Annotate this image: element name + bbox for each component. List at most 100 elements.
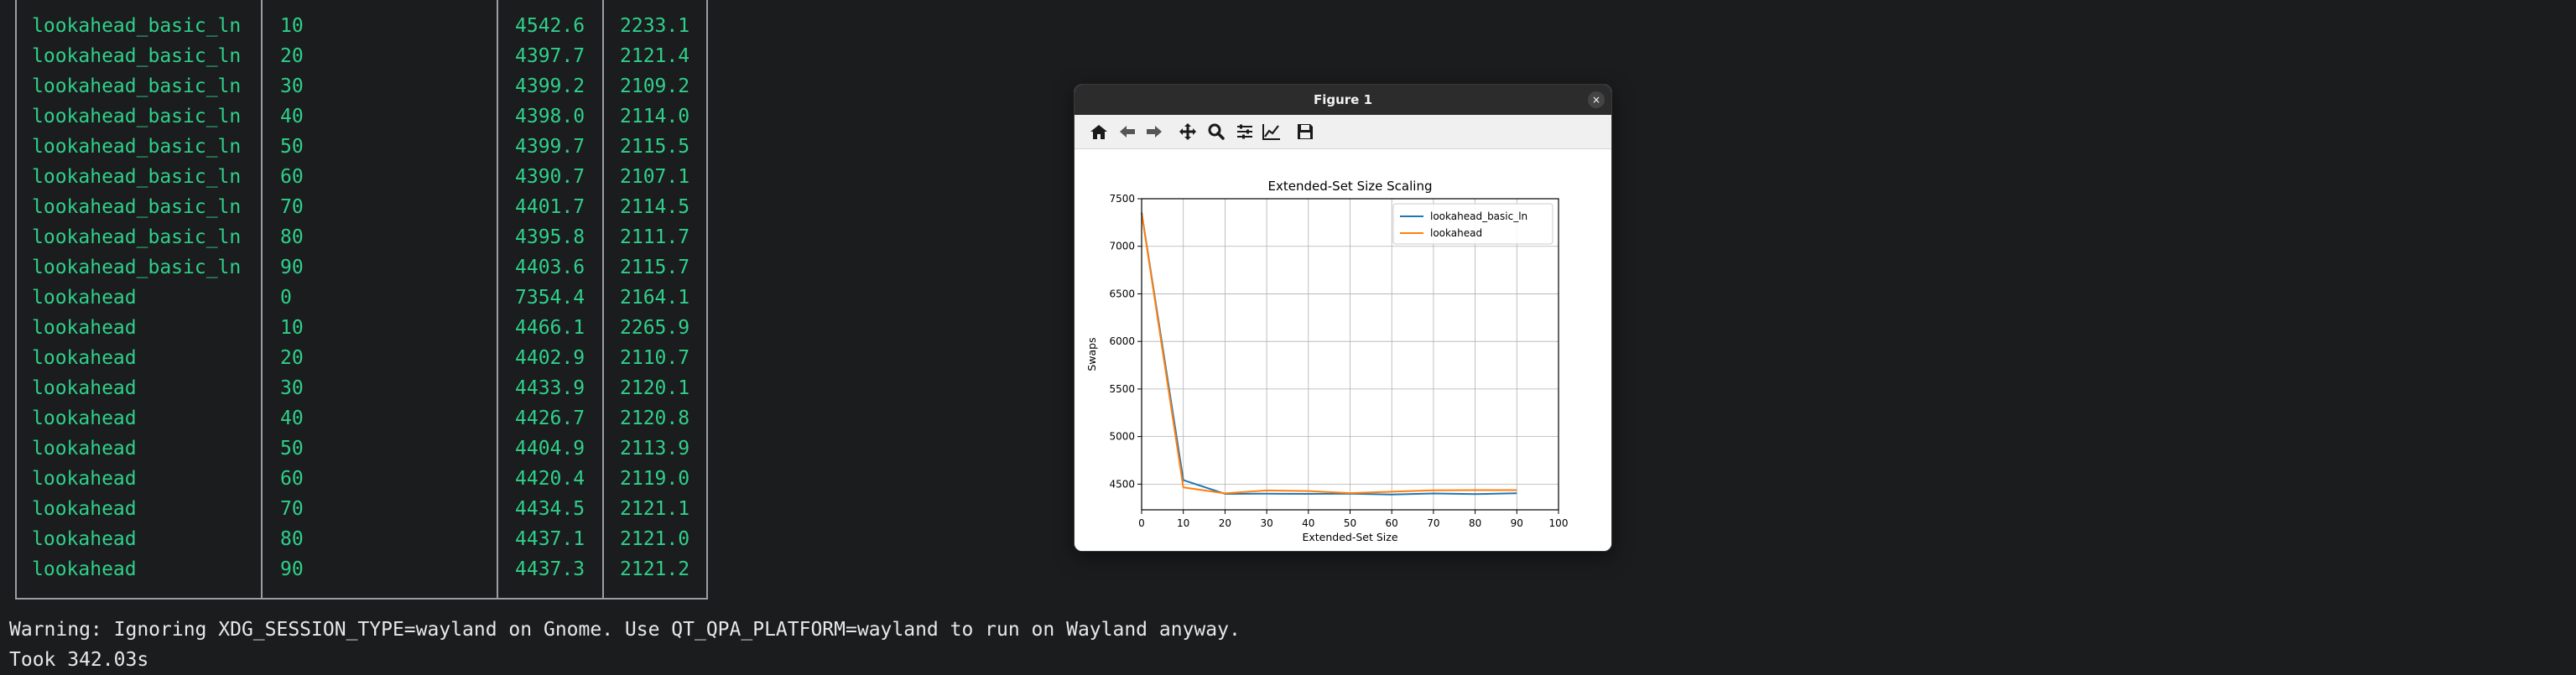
table-row: lookahead 50 4404.9 2113.9 xyxy=(0,434,730,464)
row-extended-set-size: 60 xyxy=(280,166,304,188)
forward-arrow-icon[interactable] xyxy=(1143,122,1165,142)
legend-label-lookahead_basic_ln: lookahead_basic_ln xyxy=(1430,210,1527,222)
row-depth: 2265.9 xyxy=(620,317,690,339)
row-swaps: 7354.4 xyxy=(515,287,585,309)
table-border-bottom xyxy=(15,598,708,600)
row-depth: 2164.1 xyxy=(620,287,690,309)
row-algorithm: lookahead_basic_ln xyxy=(32,106,242,127)
configure-subplots-icon[interactable] xyxy=(1234,122,1256,142)
back-arrow-icon[interactable] xyxy=(1116,122,1138,142)
table-row: lookahead 30 4433.9 2120.1 xyxy=(0,373,730,403)
row-extended-set-size: 30 xyxy=(280,377,304,399)
row-algorithm: lookahead xyxy=(32,498,137,520)
row-depth: 2115.5 xyxy=(620,136,690,158)
edit-axis-icon[interactable] xyxy=(1261,122,1283,142)
zoom-icon[interactable] xyxy=(1205,122,1227,142)
row-algorithm: lookahead xyxy=(32,408,137,429)
row-algorithm: lookahead_basic_ln xyxy=(32,226,242,248)
table-row: lookahead_basic_ln 40 4398.0 2114.0 xyxy=(0,101,730,132)
row-algorithm: lookahead_basic_ln xyxy=(32,257,242,278)
x-tick-label: 30 xyxy=(1260,517,1272,529)
row-extended-set-size: 80 xyxy=(280,528,304,550)
x-tick-label: 40 xyxy=(1302,517,1314,529)
table-border-left xyxy=(15,0,17,600)
row-swaps: 4399.7 xyxy=(515,136,585,158)
x-tick-label: 0 xyxy=(1138,517,1145,529)
row-extended-set-size: 20 xyxy=(280,347,304,369)
row-extended-set-size: 90 xyxy=(280,257,304,278)
y-tick-label: 6500 xyxy=(1109,288,1135,299)
figure-toolbar xyxy=(1075,115,1611,149)
row-extended-set-size: 10 xyxy=(280,317,304,339)
row-algorithm: lookahead xyxy=(32,317,137,339)
x-tick-label: 100 xyxy=(1549,517,1569,529)
row-extended-set-size: 70 xyxy=(280,196,304,218)
table-row: lookahead 60 4420.4 2119.0 xyxy=(0,464,730,494)
x-tick-label: 60 xyxy=(1386,517,1398,529)
y-tick-label: 6000 xyxy=(1109,335,1135,347)
row-swaps: 4397.7 xyxy=(515,45,585,67)
y-axis-label: Swaps xyxy=(1085,337,1098,371)
table-row: lookahead 80 4437.1 2121.0 xyxy=(0,524,730,554)
close-button[interactable]: × xyxy=(1588,91,1605,108)
terminal-output-table: lookahead_basic_ln 10 4542.6 2233.1 lookahea… xyxy=(0,0,730,600)
y-tick-label: 5500 xyxy=(1109,383,1135,395)
row-extended-set-size: 70 xyxy=(280,498,304,520)
row-swaps: 4542.6 xyxy=(515,15,585,37)
row-swaps: 4402.9 xyxy=(515,347,585,369)
row-depth: 2121.0 xyxy=(620,528,690,550)
row-depth: 2121.1 xyxy=(620,498,690,520)
figure-window: Figure 1 × 0 10 20 30 40 50 60 70 80 90 100 4500 500… xyxy=(1075,85,1611,551)
home-icon[interactable] xyxy=(1088,122,1110,142)
row-algorithm: lookahead xyxy=(32,558,137,580)
row-algorithm: lookahead xyxy=(32,438,137,460)
window-title: Figure 1 xyxy=(1313,92,1373,107)
table-row: lookahead 90 4437.3 2121.2 xyxy=(0,554,730,584)
table-row: lookahead 40 4426.7 2120.8 xyxy=(0,403,730,434)
row-swaps: 4404.9 xyxy=(515,438,585,460)
series-line-lookahead_basic_ln xyxy=(1141,212,1517,496)
chart-title: Extended-Set Size Scaling xyxy=(1268,179,1433,194)
table-row: lookahead_basic_ln 30 4399.2 2109.2 xyxy=(0,71,730,101)
table-divider-3 xyxy=(602,0,604,600)
row-swaps: 4395.8 xyxy=(515,226,585,248)
window-titlebar[interactable]: Figure 1 × xyxy=(1075,85,1611,115)
row-extended-set-size: 20 xyxy=(280,45,304,67)
row-extended-set-size: 40 xyxy=(280,408,304,429)
row-swaps: 4434.5 xyxy=(515,498,585,520)
row-extended-set-size: 80 xyxy=(280,226,304,248)
table-row: lookahead_basic_ln 80 4395.8 2111.7 xyxy=(0,222,730,252)
table-row: lookahead_basic_ln 90 4403.6 2115.7 xyxy=(0,252,730,283)
row-swaps: 4437.3 xyxy=(515,558,585,580)
row-depth: 2119.0 xyxy=(620,468,690,490)
x-axis-label: Extended-Set Size xyxy=(1302,531,1397,543)
legend-box xyxy=(1392,203,1553,245)
row-extended-set-size: 90 xyxy=(280,558,304,580)
row-algorithm: lookahead xyxy=(32,377,137,399)
x-tick-label: 20 xyxy=(1219,517,1231,529)
row-swaps: 4398.0 xyxy=(515,106,585,127)
x-tick-label: 70 xyxy=(1427,517,1439,529)
x-tick-label: 10 xyxy=(1177,517,1189,529)
row-extended-set-size: 60 xyxy=(280,468,304,490)
row-algorithm: lookahead xyxy=(32,528,137,550)
row-depth: 2120.1 xyxy=(620,377,690,399)
row-algorithm: lookahead_basic_ln xyxy=(32,45,242,67)
plot-canvas[interactable]: 0 10 20 30 40 50 60 70 80 90 100 4500 5000 5500 6000 65… xyxy=(1075,149,1611,551)
table-row: lookahead 20 4402.9 2110.7 xyxy=(0,343,730,373)
table-row: lookahead 70 4434.5 2121.1 xyxy=(0,494,730,524)
save-icon[interactable] xyxy=(1294,122,1316,142)
row-extended-set-size: 30 xyxy=(280,75,304,97)
table-row: lookahead_basic_ln 60 4390.7 2107.1 xyxy=(0,162,730,192)
row-depth: 2121.4 xyxy=(620,45,690,67)
row-algorithm: lookahead xyxy=(32,468,137,490)
terminal-warning-line: Warning: Ignoring XDG_SESSION_TYPE=wayla… xyxy=(9,619,1241,641)
row-swaps: 4433.9 xyxy=(515,377,585,399)
x-tick-label: 90 xyxy=(1511,517,1523,529)
row-depth: 2114.5 xyxy=(620,196,690,218)
pan-icon[interactable] xyxy=(1177,122,1199,142)
row-depth: 2109.2 xyxy=(620,75,690,97)
row-depth: 2113.9 xyxy=(620,438,690,460)
table-divider-1 xyxy=(261,0,263,600)
y-tick-label: 7500 xyxy=(1109,193,1135,205)
